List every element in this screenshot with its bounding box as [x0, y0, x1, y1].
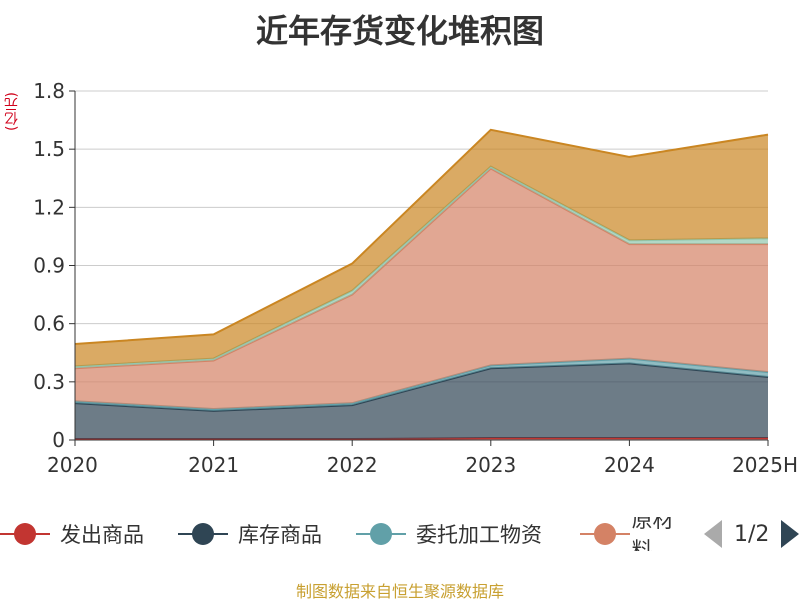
y-tick-label: 1.2 — [33, 195, 65, 219]
legend-next-page-icon[interactable] — [781, 520, 800, 548]
y-tick-label: 1.8 — [33, 79, 65, 103]
legend-item[interactable]: 库存商品 — [178, 517, 322, 551]
x-tick-label: 2022 — [327, 453, 378, 477]
x-tick-label: 2020 — [47, 453, 98, 477]
y-tick-label: 1.5 — [33, 137, 65, 161]
legend-swatch-icon — [580, 517, 630, 551]
legend: 发出商品 库存商品 委托加工物资 原材料 1/2 — [0, 517, 800, 551]
y-tick-label: 0.9 — [33, 254, 65, 278]
legend-swatch-icon — [0, 517, 50, 551]
y-tick-label: 0.6 — [33, 312, 65, 336]
y-tick-label: 0.3 — [33, 370, 65, 394]
area-series-5 — [75, 129, 768, 367]
legend-item-label: 原材料 — [631, 517, 674, 551]
x-tick-label: 2023 — [465, 453, 516, 477]
legend-items: 发出商品 库存商品 委托加工物资 原材料 — [0, 517, 684, 551]
area-series-line-2 — [74, 357, 769, 410]
area-series-1 — [75, 363, 768, 440]
chart-title: 近年存货变化堆积图 — [255, 12, 544, 50]
legend-prev-page-icon[interactable] — [704, 520, 722, 548]
y-tick-label: 0 — [52, 428, 65, 452]
legend-page-indicator: 1/2 — [734, 521, 770, 547]
data-source-note: 制图数据来自恒生聚源数据库 — [295, 582, 504, 601]
legend-item[interactable]: 发出商品 — [0, 517, 144, 551]
legend-item-label: 发出商品 — [60, 523, 144, 547]
legend-swatch-icon — [356, 517, 406, 551]
x-tick-label: 2025H — [732, 453, 798, 477]
legend-item[interactable]: 委托加工物资 — [356, 517, 542, 551]
area-series-line-5 — [74, 128, 769, 346]
legend-item[interactable]: 原材料 — [580, 517, 684, 551]
x-tick-label: 2024 — [604, 453, 655, 477]
x-tick-label: 2021 — [188, 453, 239, 477]
legend-item-label: 库存商品 — [238, 523, 322, 547]
area-series-3 — [75, 168, 768, 409]
legend-item-label: 委托加工物资 — [416, 523, 542, 547]
legend-pager: 1/2 — [700, 517, 800, 551]
legend-swatch-icon — [178, 517, 228, 551]
